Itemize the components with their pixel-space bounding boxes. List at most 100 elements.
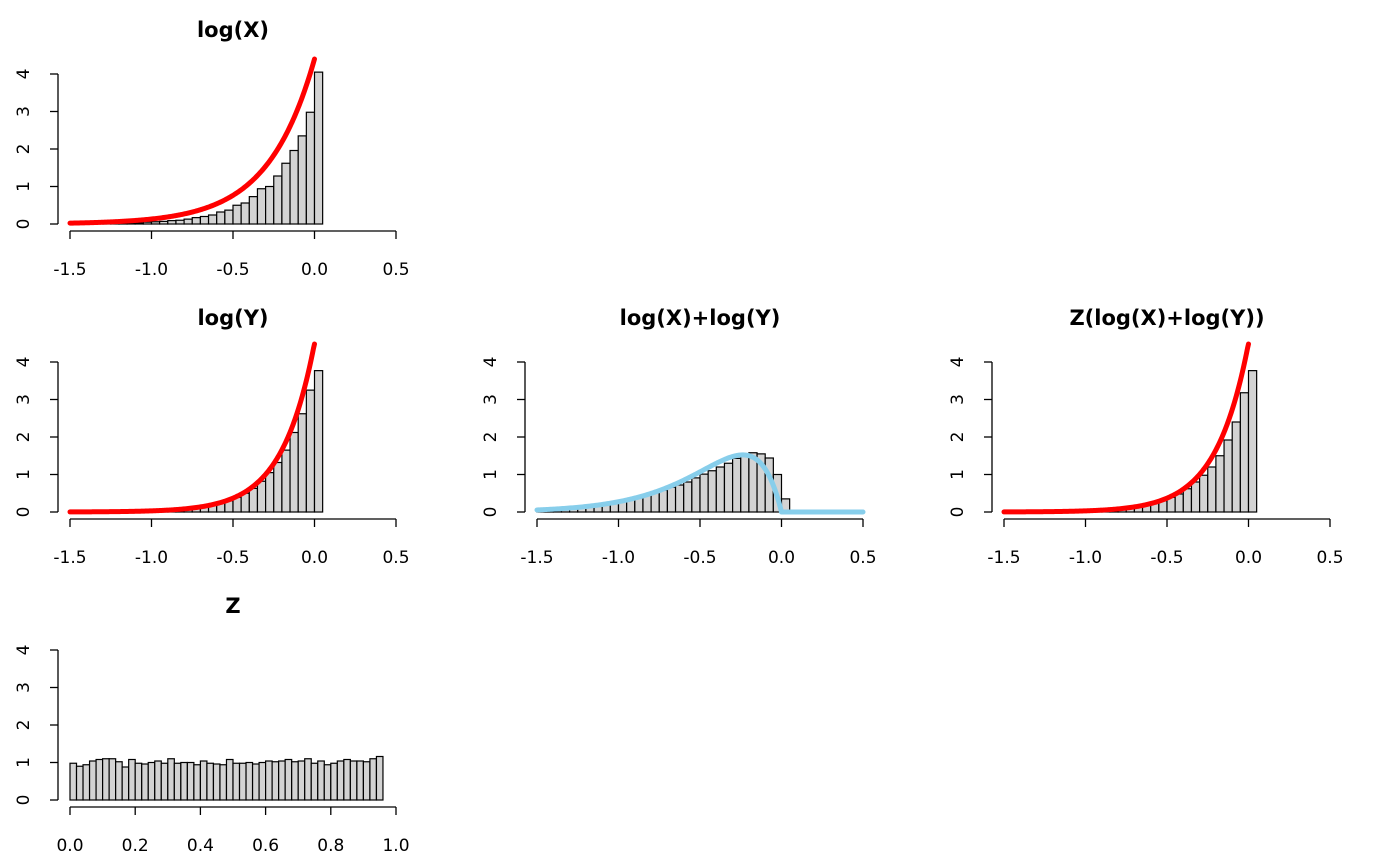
histogram-bar — [674, 484, 685, 513]
histogram-bar — [265, 185, 275, 225]
x-tick-label: 0.0 — [301, 548, 328, 568]
histogram-bar — [1239, 392, 1250, 513]
x-tick-label: -1.0 — [135, 260, 168, 280]
histogram-panel-logx: log(X) -1.5 -1.0 -0.5 0.0 0.5 0 1 2 3 4 — [14, 18, 410, 280]
histogram-bar — [142, 221, 153, 225]
histogram-bar — [304, 758, 312, 801]
histogram-bar — [128, 758, 136, 801]
y-tick-label: 4 — [14, 357, 34, 368]
histogram-bar — [175, 219, 185, 225]
histogram-bar — [343, 758, 351, 801]
histogram-bar — [683, 481, 693, 513]
histogram-bar — [251, 763, 260, 801]
x-tick-label: -0.5 — [683, 548, 716, 568]
histogram-bar — [317, 760, 325, 801]
y-tick-label: 2 — [14, 432, 34, 443]
histogram-bar — [1198, 474, 1209, 513]
x-tick-label: -0.5 — [216, 260, 249, 280]
x-tick-label: 0.5 — [382, 548, 409, 568]
x-tick-label: 0.2 — [122, 836, 149, 856]
histogram-bar — [1247, 370, 1258, 513]
histogram-bar — [658, 489, 668, 513]
histogram-bar — [1223, 439, 1233, 513]
x-tick-label: -1.0 — [1069, 548, 1102, 568]
histogram-bar — [271, 761, 280, 801]
histogram-bar — [356, 760, 365, 801]
density-curve — [67, 341, 317, 515]
histogram-bar — [297, 413, 307, 513]
y-tick-label: 0 — [14, 795, 34, 806]
histogram-bar — [313, 71, 324, 225]
x-tick-label: 0.5 — [1316, 548, 1343, 568]
histogram-bar — [281, 162, 291, 225]
y-tick-label: 4 — [948, 357, 968, 368]
histogram-bar — [278, 760, 286, 801]
histogram-bar — [232, 762, 241, 801]
y-tick-label: 3 — [948, 394, 968, 405]
histogram-bar — [740, 454, 750, 513]
histogram-bar — [180, 761, 188, 801]
histogram-bar — [167, 220, 177, 225]
density-curve — [67, 56, 317, 226]
histogram-bar — [258, 761, 267, 801]
y-tick-label: 3 — [481, 394, 501, 405]
histogram-bar — [715, 466, 726, 513]
histogram-bar — [248, 487, 259, 513]
histogram-bar — [1190, 481, 1201, 513]
histogram-panel-logx-plus-logy: log(X)+log(Y) -1.5 -1.0 -0.5 0.0 0.5 0 1 2 3 4 — [481, 306, 877, 568]
histogram-bar — [101, 758, 110, 801]
histogram-bar — [1215, 455, 1225, 513]
histogram-bar — [731, 457, 742, 513]
histogram-bar — [212, 763, 221, 801]
density-curve — [1001, 341, 1251, 515]
histogram-bar — [305, 389, 316, 513]
x-tick-label: 0.0 — [56, 836, 83, 856]
histogram-bar — [284, 758, 293, 801]
histogram-bar — [95, 758, 104, 801]
histogram-bar — [330, 762, 338, 801]
histogram-bar — [240, 202, 250, 225]
histogram-bar — [154, 760, 162, 801]
y-tick-label: 3 — [14, 106, 34, 117]
histogram-bar — [265, 472, 275, 513]
histogram-bar — [245, 761, 254, 801]
histogram-bar — [256, 188, 267, 225]
histogram-bar — [193, 764, 202, 801]
y-tick-label: 1 — [481, 469, 501, 480]
y-tick-label: 2 — [481, 432, 501, 443]
y-tick-label: 1 — [948, 469, 968, 480]
histogram-panel-z-of-sum: Z(log(X)+log(Y)) -1.5 -1.0 -0.5 0.0 0.5 0 1 2 3 4 — [948, 306, 1344, 568]
x-tick-label: 0.0 — [1235, 548, 1262, 568]
y-tick-label: 0 — [948, 507, 968, 518]
x-tick-label: 0.8 — [317, 836, 344, 856]
y-tick-label: 1 — [14, 757, 34, 768]
x-tick-label: -1.5 — [987, 548, 1020, 568]
histogram-bar — [88, 760, 97, 801]
histogram-bar — [206, 762, 215, 801]
histogram-bar — [224, 209, 234, 225]
histogram-bar — [289, 149, 299, 225]
y-tick-label: 4 — [14, 645, 34, 656]
histogram-bar — [1207, 466, 1217, 513]
chart-title: log(Y) — [197, 306, 268, 330]
histogram-bar — [265, 760, 273, 801]
chart-title: Z(log(X)+log(Y)) — [1069, 306, 1264, 330]
histogram-bar — [150, 221, 161, 225]
x-tick-label: -1.5 — [53, 548, 86, 568]
histogram-bar — [281, 449, 291, 513]
chart-title: log(X) — [197, 18, 269, 42]
histogram-panel-logy: log(Y) -1.5 -1.0 -0.5 0.0 0.5 0 1 2 3 4 — [14, 306, 410, 568]
histogram-bar — [141, 763, 149, 801]
histogram-bar — [183, 218, 193, 225]
y-tick-label: 2 — [14, 144, 34, 155]
histogram-bar — [134, 762, 143, 801]
histogram-bar — [723, 462, 734, 513]
histogram-bar — [310, 762, 319, 801]
histogram-bar — [191, 217, 201, 225]
histogram-bar — [297, 135, 307, 225]
histogram-bar — [369, 758, 378, 801]
histogram-bar — [75, 765, 84, 801]
histogram-bar — [323, 764, 332, 801]
histogram-bar — [349, 760, 358, 801]
